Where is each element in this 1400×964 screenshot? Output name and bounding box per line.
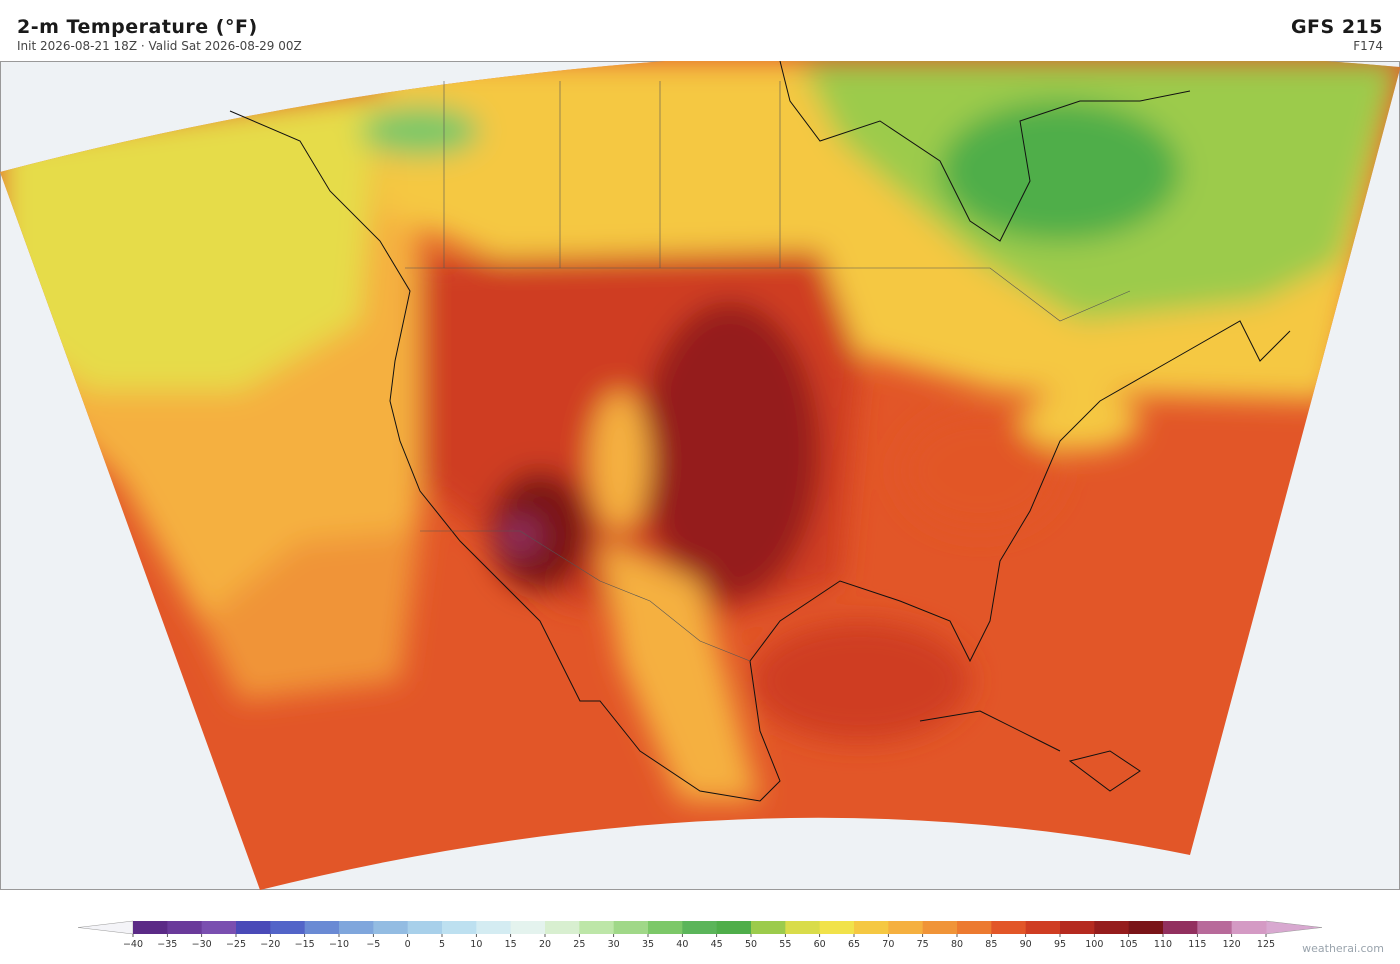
colorbar-segment — [1060, 921, 1095, 934]
colorbar-segment — [751, 921, 786, 934]
colorbar-segment — [236, 921, 271, 934]
colorbar-tick-label: 5 — [439, 939, 445, 950]
colorbar-tick-label: 75 — [917, 939, 929, 950]
colorbar-segment — [510, 921, 546, 934]
colorbar-tick-label: −40 — [123, 939, 143, 950]
colorbar-segment — [442, 921, 477, 934]
colorbar-segment — [373, 921, 409, 934]
colorbar-segment — [957, 921, 992, 934]
colorbar-segment — [1197, 921, 1233, 934]
coastlines — [229, 61, 1291, 802]
colorbar-tick-label: 65 — [848, 939, 860, 950]
colorbar-tick-label: −10 — [329, 939, 349, 950]
colorbar-segment — [1163, 921, 1198, 934]
colorbar-tick-label: 35 — [642, 939, 654, 950]
colorbar-tick-label: 80 — [951, 939, 963, 950]
colorbar-tick-label: 120 — [1223, 939, 1241, 950]
colorbar-tick-label: 45 — [711, 939, 723, 950]
colorbar-segment — [648, 921, 683, 934]
colorbar-tick-label: 110 — [1154, 939, 1172, 950]
site-credit: weatherai.com — [1302, 942, 1384, 955]
colorbar: −40 −35 −30 −25 −20 −15 −10 −5 0 5 10 15 20 25 30 35 40 4… — [77, 920, 1323, 950]
colorbar-tick-label: 25 — [573, 939, 585, 950]
colorbar-segment — [819, 921, 855, 934]
colorbar-tick-label: −30 — [192, 939, 212, 950]
colorbar-segment — [613, 921, 649, 934]
colorbar-segment — [1231, 921, 1267, 934]
temperature-field — [0, 61, 1400, 891]
colorbar-tick-label: 105 — [1120, 939, 1138, 950]
model-name: GFS 215 — [1290, 16, 1383, 38]
colorbar-tick-label: 10 — [470, 939, 482, 950]
colorbar-segment — [339, 921, 374, 934]
colorbar-segment — [991, 921, 1027, 934]
colorbar-tick-label: −15 — [295, 939, 315, 950]
colorbar-tick-label: −35 — [157, 939, 177, 950]
forecast-hour: F174 — [1353, 39, 1383, 53]
colorbar-segment — [133, 921, 168, 934]
colorbar-tick-label: 0 — [405, 939, 411, 950]
colorbar-tick-label: 20 — [539, 939, 551, 950]
colorbar-tick-label: 15 — [505, 939, 517, 950]
colorbar-tick-label: −5 — [366, 939, 380, 950]
colorbar-segment — [1094, 921, 1130, 934]
colorbar-segment — [476, 921, 512, 934]
colorbar-tick-label: −25 — [226, 939, 246, 950]
colorbar-segment — [304, 921, 340, 934]
colorbar-segment — [888, 921, 924, 934]
colorbar-segment — [716, 921, 752, 934]
colorbar-tick-label: −20 — [260, 939, 280, 950]
colorbar-tick-label: 40 — [676, 939, 688, 950]
colorbar-tick-label: 70 — [882, 939, 894, 950]
map-subtitle: Init 2026-08-21 18Z · Valid Sat 2026-08-… — [17, 39, 302, 53]
colorbar-tick-label: 60 — [814, 939, 826, 950]
colorbar-segment — [407, 921, 443, 934]
colorbar-tick-label: 50 — [745, 939, 757, 950]
colorbar-tick-label: 95 — [1054, 939, 1066, 950]
colorbar-segment — [579, 921, 615, 934]
colorbar-segment — [682, 921, 718, 934]
colorbar-segment — [270, 921, 306, 934]
colorbar-segment — [167, 921, 203, 934]
colorbar-tick-label: 85 — [985, 939, 997, 950]
colorbar-segment — [1128, 921, 1164, 934]
map-title: 2-m Temperature (°F) — [17, 16, 258, 38]
colorbar-segment — [854, 921, 889, 934]
colorbar-tick-label: 55 — [779, 939, 791, 950]
colorbar-tick-label: 30 — [608, 939, 620, 950]
colorbar-under — [77, 920, 134, 935]
colorbar-over — [1265, 920, 1323, 935]
borders — [405, 81, 1131, 662]
colorbar-segment — [1025, 921, 1061, 934]
map — [0, 61, 1400, 891]
colorbar-tick-label: 125 — [1257, 939, 1275, 950]
colorbar-segment — [922, 921, 958, 934]
colorbar-segment — [545, 921, 580, 934]
colorbar-tick-label: 100 — [1085, 939, 1103, 950]
colorbar-segment — [785, 921, 821, 934]
colorbar-tick-label: 90 — [1020, 939, 1032, 950]
colorbar-tick-label: 115 — [1188, 939, 1206, 950]
colorbar-segment — [201, 921, 237, 934]
